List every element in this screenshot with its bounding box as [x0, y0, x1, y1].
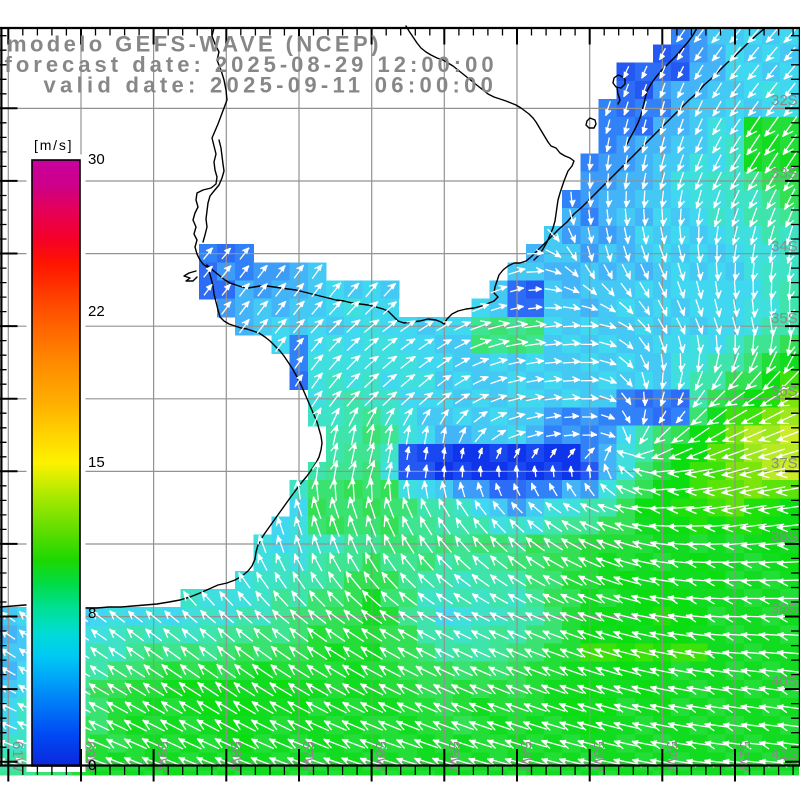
- svg-text:40S: 40S: [771, 673, 798, 690]
- svg-text:22: 22: [88, 303, 105, 320]
- svg-text:37S: 37S: [771, 455, 798, 472]
- svg-text:38S: 38S: [771, 528, 798, 545]
- svg-text:[m/s]: [m/s]: [34, 137, 73, 153]
- svg-text:modelo GEFS-WAVE (NCEP): modelo GEFS-WAVE (NCEP): [7, 32, 382, 57]
- svg-text:30: 30: [88, 151, 105, 168]
- svg-text:33S: 33S: [771, 165, 798, 182]
- svg-text:32S: 32S: [771, 92, 798, 109]
- svg-text:51W: 51W: [736, 741, 753, 773]
- svg-text:36S: 36S: [771, 383, 798, 400]
- svg-text:35S: 35S: [771, 310, 798, 327]
- svg-text:34S: 34S: [771, 238, 798, 255]
- svg-text:41S: 41S: [771, 746, 798, 763]
- svg-text:forecast date: 2025-08-29 12:0: forecast date: 2025-08-29 12:00:00: [5, 52, 498, 77]
- svg-text:39S: 39S: [771, 601, 798, 618]
- svg-text:valid date: 2025-09-11 06:00:0: valid date: 2025-09-11 06:00:00: [44, 72, 498, 97]
- svg-text:61W: 61W: [9, 741, 26, 773]
- svg-text:8: 8: [88, 605, 96, 622]
- svg-text:15: 15: [88, 454, 105, 471]
